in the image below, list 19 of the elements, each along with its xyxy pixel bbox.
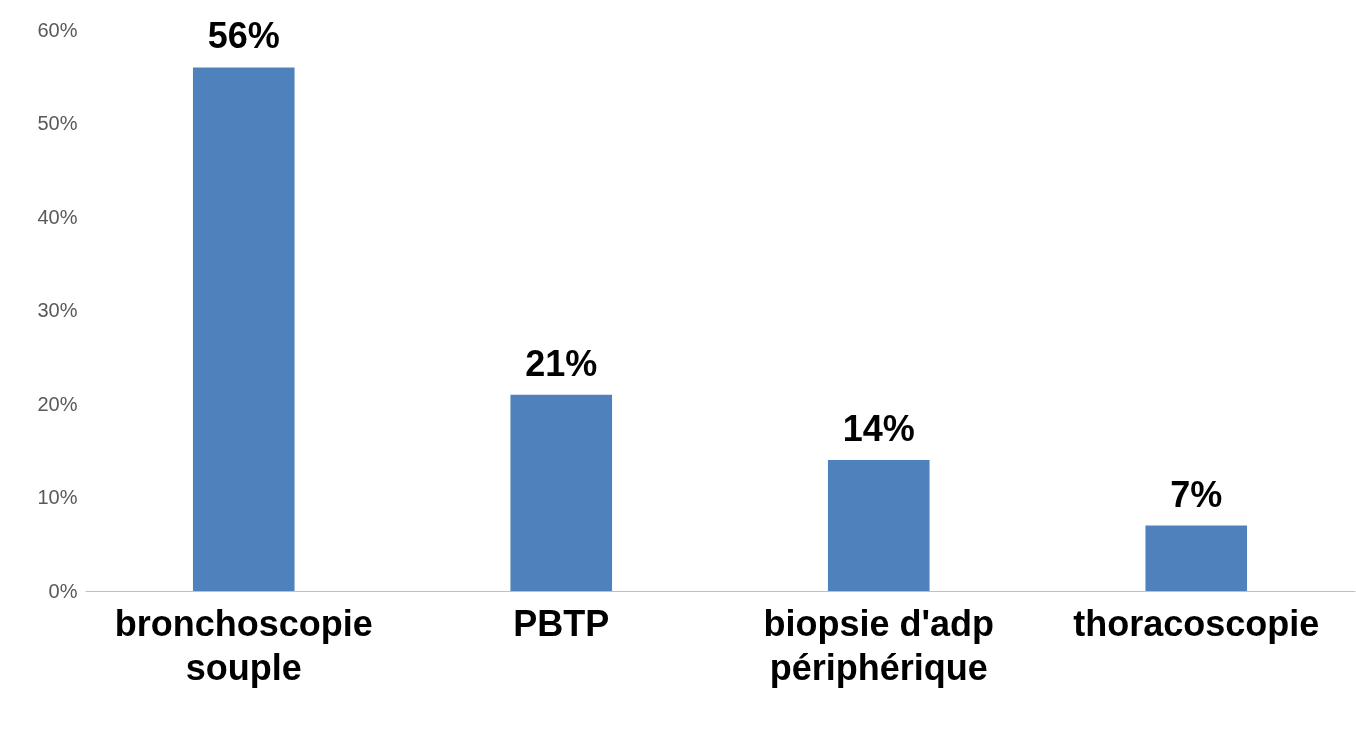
y-tick-label: 10% [37,486,78,508]
y-tick-label: 20% [37,392,78,415]
y-tick-label: 50% [37,112,78,134]
bar [827,460,930,591]
data-label: 14% [842,408,915,450]
data-label: 21% [525,342,598,384]
bar [1145,525,1248,591]
y-tick-label: 30% [37,299,78,321]
x-tick-label: bronchoscopie souple [114,602,373,688]
y-tick-label: 0% [48,579,78,602]
bar [192,67,295,591]
bar [510,394,613,591]
x-tick-label: PBTP [513,602,610,644]
y-tick-label: 60% [37,18,78,41]
x-tick-label: thoracoscopie [1073,602,1320,644]
x-tick-label: biopsie d'adp périphérique [763,602,995,688]
data-label: 56% [207,15,280,57]
data-label: 7% [1170,473,1223,515]
y-tick-label: 40% [37,205,78,228]
